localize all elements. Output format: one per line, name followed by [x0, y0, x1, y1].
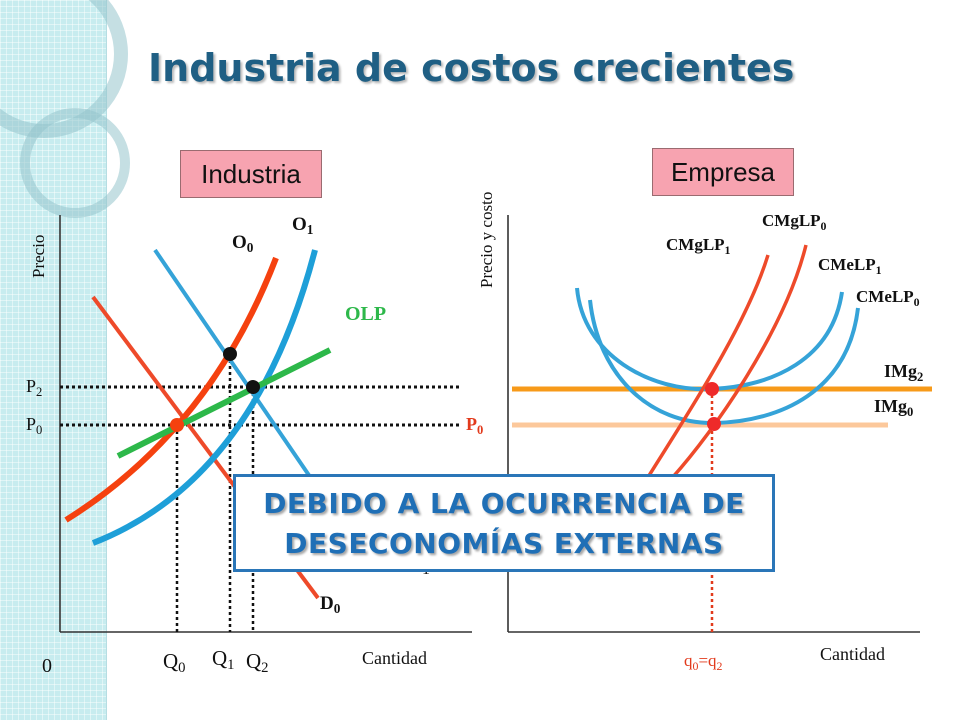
q2-label: Q2	[246, 649, 269, 676]
firm-point-img0	[707, 417, 721, 431]
panel-label-industria: Industria	[180, 150, 322, 198]
cmelp0-label: CMeLP0	[856, 287, 920, 309]
q0-label: Q0	[163, 649, 186, 676]
cmglp0-label: CMgLP0	[762, 211, 827, 233]
img0-label: IMg0	[874, 396, 913, 419]
panel-label-empresa: Empresa	[652, 148, 794, 196]
o0-curve-label: O0	[232, 232, 254, 255]
equilibrium-point-q2	[246, 380, 260, 394]
cmelp0-curve	[588, 299, 860, 426]
supply-o1-curve	[91, 249, 318, 546]
q1-label: Q1	[212, 646, 235, 673]
olp-label: OLP	[345, 303, 386, 325]
cmglp1-label: CMgLP1	[666, 235, 731, 257]
right-y-axis-label: Precio y costo	[477, 192, 496, 288]
firm-quantity-label: q0=q2	[684, 651, 723, 673]
p0-label: P0	[26, 414, 42, 437]
panel-label-industria-text: Industria	[201, 159, 301, 189]
left-x-axis-label: Cantidad	[362, 648, 427, 668]
origin-label: 0	[42, 655, 52, 677]
cmelp1-label: CMeLP1	[818, 255, 882, 277]
callout-line-1: DEBIDO A LA OCURRENCIA DE	[263, 487, 745, 520]
decorative-ring-small	[20, 108, 130, 218]
equilibrium-point-q1	[223, 347, 237, 361]
firm-point-img2	[705, 382, 719, 396]
o1-curve-label: O1	[292, 214, 313, 237]
cmglp1-curve	[638, 254, 770, 491]
p0-right-label: P0	[466, 414, 483, 437]
p2-label: P2	[26, 376, 42, 399]
cmglp0-curve	[670, 244, 808, 480]
callout-line-2: DESECONOMÍAS EXTERNAS	[284, 527, 724, 560]
left-y-axis-label: Precio	[29, 235, 48, 278]
img2-label: IMg2	[884, 361, 923, 384]
slide-title: Industria de costos crecientes	[148, 46, 795, 90]
equilibrium-point-q0	[170, 418, 184, 432]
panel-label-empresa-text: Empresa	[670, 157, 776, 187]
right-x-axis-label: Cantidad	[820, 644, 885, 664]
supply-o0-curve	[64, 256, 279, 523]
d0-curve-label: D0	[320, 593, 341, 616]
olp-line	[116, 347, 332, 459]
deseconomias-callout: DEBIDO A LA OCURRENCIA DE DESECONOMÍAS E…	[233, 474, 775, 572]
